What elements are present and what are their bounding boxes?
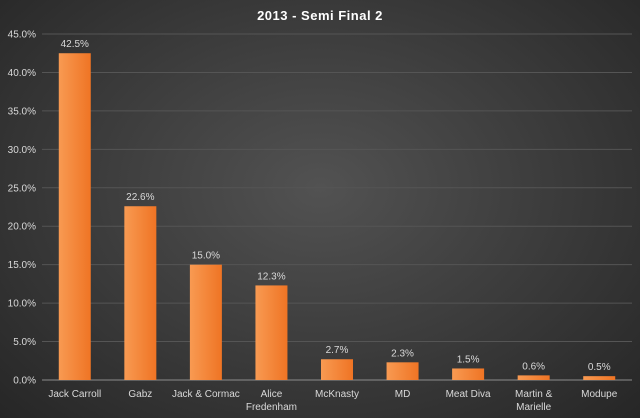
data-label: 2.7% <box>326 345 349 356</box>
data-label: 0.5% <box>588 362 611 373</box>
bar <box>124 206 157 380</box>
x-category-label: Jack & Cormac <box>172 389 240 400</box>
x-category-label: McKnasty <box>315 389 359 400</box>
bar <box>321 359 353 380</box>
y-tick-label: 20.0% <box>8 222 36 233</box>
y-tick-label: 5.0% <box>13 337 36 348</box>
bar <box>189 264 222 380</box>
y-tick-label: 25.0% <box>8 183 36 194</box>
bar <box>583 376 616 380</box>
data-label: 15.0% <box>192 251 220 262</box>
y-tick-label: 15.0% <box>8 260 36 271</box>
data-label: 2.3% <box>391 348 414 359</box>
category-labels: Jack Carroll Gabz Jack & Cormac Alice Freden… <box>48 389 617 413</box>
x-category-label: MD <box>395 389 411 400</box>
chart-title: 2013 - Semi Final 2 <box>257 8 383 23</box>
x-category-label: Martin & Marielle <box>515 389 553 413</box>
bar <box>452 368 485 380</box>
bar <box>517 375 550 380</box>
y-tick-label: 40.0% <box>8 68 36 79</box>
x-category-label: Modupe <box>581 389 618 400</box>
y-tick-label: 45.0% <box>8 30 36 41</box>
data-label: 0.6% <box>522 361 545 372</box>
bar <box>386 362 419 380</box>
x-category-label: Meat Diva <box>446 389 491 400</box>
data-label: 42.5% <box>61 39 89 50</box>
bar <box>255 285 288 380</box>
bar <box>58 53 91 380</box>
x-category-label: Jack Carroll <box>48 389 101 400</box>
data-labels: 42.5% 22.6% 15.0% 12.3% 2.7% 2.3% 1.5% 0.6% 0.5% <box>61 39 611 373</box>
y-tick-label: 10.0% <box>8 299 36 310</box>
y-axis-ticks: 0.0% 5.0% 10.0% 15.0% 20.0% 25.0% 30.0% 35.0% 40… <box>8 30 36 387</box>
bars <box>58 53 616 380</box>
y-tick-label: 0.0% <box>13 376 36 387</box>
x-category-label: Alice Fredenham <box>246 389 297 413</box>
x-category-label: Gabz <box>128 389 152 400</box>
y-tick-label: 30.0% <box>8 145 36 156</box>
data-label: 22.6% <box>126 192 154 203</box>
data-label: 1.5% <box>457 354 480 365</box>
data-label: 12.3% <box>257 271 285 282</box>
y-tick-label: 35.0% <box>8 106 36 117</box>
